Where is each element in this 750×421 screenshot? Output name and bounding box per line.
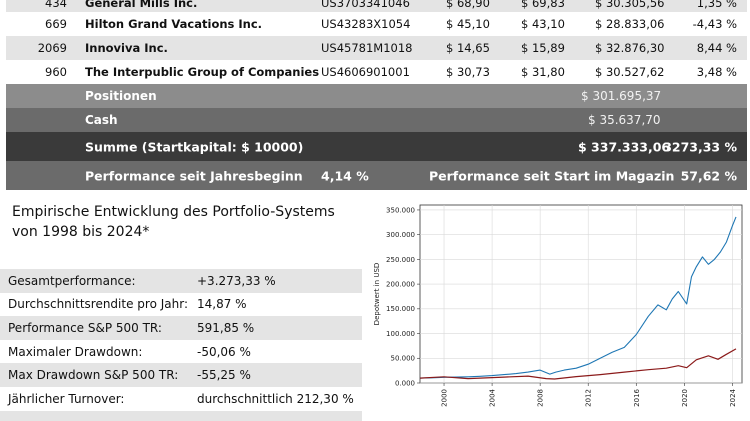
position-change: 1,35 % [696,0,737,10]
perf-start-label: Performance seit Start im Magazin [429,168,675,183]
isin: US45781M1018 [321,41,413,55]
buy-price: $ 45,10 [446,17,490,31]
total-value: $ 337.333,06 [578,139,671,154]
stats-table: Gesamtperformance: +3.273,33 % Durchschn… [0,269,362,421]
grid [420,205,742,384]
holdings-table: 434 General Mills Inc. US3703341046 $ 68… [6,0,747,190]
series [419,216,737,380]
x-tick-label: 2016 [633,388,641,406]
stat-row: Max Drawdown S&P 500 TR: -55,25 % [0,363,362,387]
buy-price: $ 30,73 [446,65,490,79]
y-axis: 0.000 50.000 100.000 150.000 200.000 250.000 3… [386,206,420,387]
portfolio-chart: 0.000 50.000 100.000 150.000 200.000 250.000 3… [368,199,750,421]
isin: US4606901001 [321,65,410,79]
table-row: 669 Hilton Grand Vacations Inc. US43283X… [6,12,747,36]
table-row: 2069 Innoviva Inc. US45781M1018 $ 14,65 … [6,36,747,60]
cash-value: $ 35.637,70 [588,113,661,127]
company-name: The Interpublic Group of Companies [85,65,320,79]
x-tick-label: 2000 [441,389,449,407]
stat-row: Gesamtperformance: +3.273,33 % [0,269,362,293]
y-tick-label: 350.000 [386,206,415,214]
performance-row: Performance seit Jahresbeginn 4,14 % Per… [6,161,747,190]
chart-svg: 0.000 50.000 100.000 150.000 200.000 250.000 3… [373,204,743,407]
isin: US43283X1054 [321,17,411,31]
position-value: $ 32.876,30 [595,41,665,55]
stat-value: -50,06 % [197,344,251,359]
stat-row: Durchschnittsrendite pro Jahr: 14,87 % [0,292,362,317]
isin: US3703341046 [321,0,410,10]
panel-title-line-1: Empirische Entwicklung des Portfolio-Sys… [12,204,335,220]
position-change: 8,44 % [696,41,737,55]
current-price: $ 69,83 [521,0,565,10]
y-tick-label: 250.000 [386,256,415,264]
row-id: 434 [45,0,67,10]
x-axis: 2000 2004 2008 2012 2016 2020 2024 [441,383,737,407]
row-id: 669 [45,17,67,31]
stat-label: Performance S&P 500 TR: [8,320,162,335]
y-tick-label: 200.000 [386,281,415,289]
plot-area [419,204,743,384]
position-value: $ 28.833,06 [595,17,665,31]
total-row: Summe (Startkapital: $ 10000) $ 337.333,… [6,132,747,161]
stat-row-spacer [0,410,362,421]
total-percent: 3273,33 % [663,139,737,154]
stat-label: Jährlicher Turnover: [8,391,125,406]
x-tick-label: 2024 [729,388,737,406]
row-id: 960 [45,65,67,79]
company-name: Innoviva Inc. [85,41,168,55]
perf-start-value: 57,62 % [680,168,737,183]
positions-row: Positionen $ 301.695,37 [6,84,747,108]
position-value: $ 30.527,62 [595,65,665,79]
table-row: 434 General Mills Inc. US3703341046 $ 68… [6,0,747,12]
stat-value: +3.273,33 % [197,273,276,288]
x-tick-label: 2008 [537,389,545,407]
x-tick-label: 2012 [585,389,593,407]
stat-value: 591,85 % [197,320,255,335]
stat-value: -55,25 % [197,368,251,383]
buy-price: $ 14,65 [446,41,490,55]
stat-row: Jährlicher Turnover: durchschnittlich 21… [0,386,362,411]
current-price: $ 15,89 [521,41,565,55]
total-label: Summe (Startkapital: $ 10000) [85,139,304,154]
panel-title-line-2: von 1998 bis 2024* [12,224,150,240]
stat-value: durchschnittlich 212,30 % [197,391,354,406]
company-name: General Mills Inc. [85,0,198,10]
series-line-benchmark [419,348,737,380]
position-change: -4,43 % [692,17,737,31]
stat-value: 14,87 % [197,297,247,312]
positions-label: Positionen [85,89,157,103]
y-tick-label: 50.000 [391,355,416,363]
perf-ytd-label: Performance seit Jahresbeginn [85,168,303,183]
position-change: 3,48 % [696,65,737,79]
current-price: $ 43,10 [521,17,565,31]
stat-label: Gesamtperformance: [8,273,136,288]
stat-row: Maximaler Drawdown: -50,06 % [0,339,362,364]
cash-row: Cash $ 35.637,70 [6,108,747,132]
position-value: $ 30.305,56 [595,0,665,10]
y-axis-label: Depotwert in USD [373,263,381,326]
table-row: 960 The Interpublic Group of Companies U… [6,60,747,84]
stat-label: Max Drawdown S&P 500 TR: [8,368,179,383]
series-line-portfolio [419,216,737,379]
stat-row: Performance S&P 500 TR: 591,85 % [0,316,362,340]
x-tick-label: 2020 [681,389,689,407]
y-tick-label: 300.000 [386,231,415,239]
y-tick-label: 100.000 [386,330,415,338]
y-tick-label: 0.000 [395,379,415,387]
panel-title: Empirische Entwicklung des Portfolio-Sys… [12,202,362,242]
x-tick-label: 2004 [489,388,497,406]
buy-price: $ 68,90 [446,0,490,10]
company-name: Hilton Grand Vacations Inc. [85,17,263,31]
perf-ytd-value: 4,14 % [321,168,369,183]
current-price: $ 31,80 [521,65,565,79]
row-id: 2069 [37,41,67,55]
stat-label: Durchschnittsrendite pro Jahr: [8,297,188,312]
positions-value: $ 301.695,37 [581,89,662,103]
stat-label: Maximaler Drawdown: [8,344,143,359]
y-tick-label: 150.000 [386,305,415,313]
cash-label: Cash [85,113,118,127]
